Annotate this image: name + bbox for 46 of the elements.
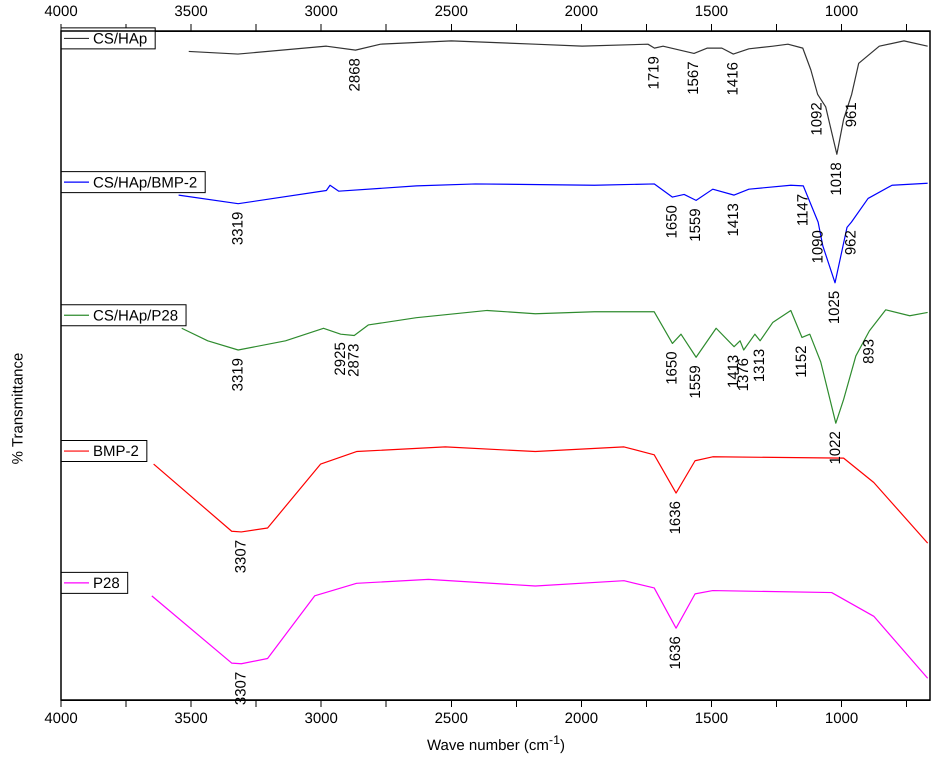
x2-tick-label: 3000 [304, 3, 338, 20]
annotation: 1636 [667, 501, 684, 534]
x2-tick-label: 2500 [434, 3, 468, 20]
x-tick-label: 2000 [564, 710, 598, 728]
annotation: 1650 [664, 205, 681, 238]
legend-label: P28 [93, 575, 120, 592]
y-axis-title: % Transmittance [10, 352, 26, 466]
annotation: 1636 [667, 636, 684, 670]
x2-tick-label: 3500 [174, 3, 208, 20]
annotation: 893 [860, 338, 878, 364]
annotation: 962 [842, 230, 860, 256]
annotation: 1025 [826, 290, 844, 324]
legend-label: CS/HAp/P28 [93, 307, 178, 324]
annotation: 1147 [794, 194, 812, 226]
annotation: 1559 [687, 208, 704, 242]
annotation: 961 [842, 102, 860, 128]
legend-label: CS/HAp [93, 30, 148, 48]
annotation: 1313 [751, 348, 768, 382]
annotation: 1650 [664, 351, 681, 385]
legend-label: CS/HAp/BMP-2 [93, 174, 198, 192]
annotation: 1559 [687, 365, 704, 399]
annotation: 3319 [229, 212, 246, 246]
x-tick-label: 2500 [434, 710, 468, 728]
x-tick-label: 4000 [44, 710, 78, 728]
annotation: 1413 [725, 203, 742, 236]
x-tick-label: 1000 [824, 710, 858, 728]
annotation: 1022 [826, 431, 844, 465]
annotation: 1719 [646, 56, 663, 90]
annotation: 1567 [685, 61, 702, 95]
x2-tick-label: 1500 [694, 3, 728, 20]
legend-label: BMP-2 [93, 443, 139, 460]
x-tick-label: 3000 [304, 710, 338, 728]
annotation: 1416 [724, 62, 742, 96]
x-axis-title: Wave number (cm$^{-1}$) [426, 733, 566, 754]
x2-tick-label: 4000 [44, 3, 78, 20]
annotation: 3319 [229, 358, 246, 392]
x2-tick-label: 1000 [824, 3, 858, 20]
x-tick-label: 3500 [174, 710, 208, 728]
x-tick-label: 1500 [694, 710, 728, 728]
x2-tick-label: 2000 [564, 3, 598, 20]
annotation: 1018 [828, 162, 845, 196]
annotation: 1152 [793, 345, 810, 378]
annotation: 2868 [346, 58, 364, 92]
annotation: 3307 [232, 540, 250, 574]
annotation: 1090 [809, 230, 826, 264]
annotation: 1092 [808, 102, 826, 136]
